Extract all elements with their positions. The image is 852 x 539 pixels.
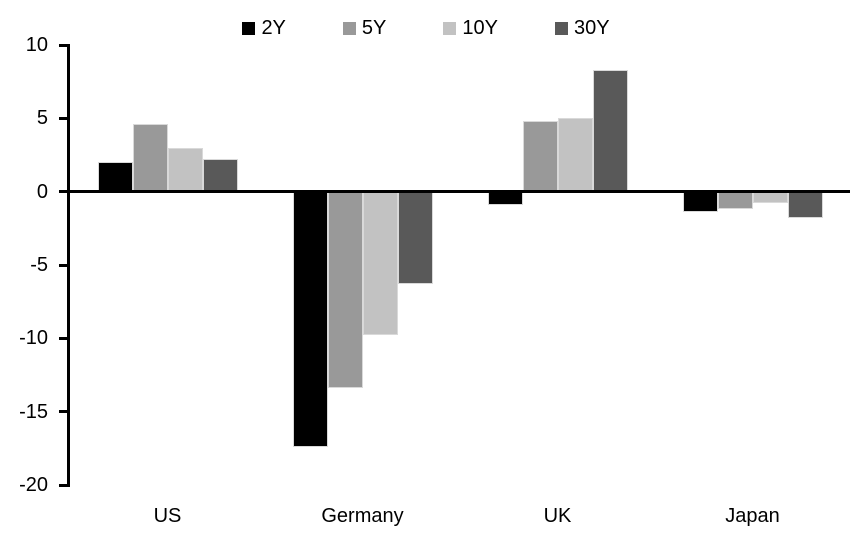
legend-item-5y: 5Y <box>342 17 387 39</box>
bar-us-5y <box>132 124 168 192</box>
bar-us-30y <box>202 159 238 192</box>
y-axis-spine <box>67 43 70 487</box>
bar-germany-10y <box>362 191 398 336</box>
legend-swatch-5y <box>342 21 356 35</box>
bar-us-2y <box>97 162 133 192</box>
y-tick-mark-5 <box>59 116 67 120</box>
y-tick-label-10: 10 <box>25 34 48 56</box>
y-tick-mark-neg5 <box>59 263 67 267</box>
bar-germany-2y <box>292 191 328 447</box>
legend-swatch-10y <box>443 21 457 35</box>
bar-germany-30y <box>397 191 433 285</box>
x-axis-label-germany: Germany <box>321 505 404 527</box>
bar-japan-5y <box>717 191 753 210</box>
x-axis-label-uk: UK <box>543 505 572 527</box>
bar-us-10y <box>167 147 203 192</box>
y-tick-label-0: 0 <box>36 180 48 203</box>
y-tick-label-5: 5 <box>36 107 48 130</box>
legend-swatch-30y <box>554 21 568 35</box>
x-axis-label-us: US <box>153 505 182 527</box>
y-tick-mark-10 <box>59 43 67 47</box>
legend-label-30y: 30Y <box>573 17 610 39</box>
legend-label-10y: 10Y <box>462 17 498 39</box>
legend-label-2y: 2Y <box>261 17 286 39</box>
bar-japan-30y <box>787 191 823 219</box>
legend-item-2y: 2Y <box>242 17 286 39</box>
chart-legend: 2Y 5Y 10Y 30Y <box>0 14 852 42</box>
x-axis-label-japan: Japan <box>725 505 780 527</box>
legend-item-30y: 30Y <box>554 17 610 39</box>
legend-swatch-2y <box>242 21 256 35</box>
zero-axis-line <box>67 190 850 194</box>
bar-japan-2y <box>682 191 718 213</box>
bar-uk-10y <box>557 118 593 192</box>
y-tick-mark-neg10 <box>59 336 67 340</box>
bar-germany-5y <box>327 191 363 389</box>
y-tick-label-neg10: -10 <box>19 327 48 350</box>
y-tick-mark-neg15 <box>59 410 67 414</box>
legend-label-5y: 5Y <box>361 17 387 39</box>
y-tick-mark-neg20 <box>59 483 67 487</box>
y-tick-label-neg15: -15 <box>19 400 48 423</box>
y-tick-label-neg5: -5 <box>30 254 48 276</box>
bar-uk-2y <box>487 191 523 205</box>
y-tick-mark-0 <box>59 190 67 194</box>
legend-item-10y: 10Y <box>443 18 498 38</box>
bar-uk-30y <box>592 69 628 192</box>
bar-japan-10y <box>752 191 788 204</box>
bar-uk-5y <box>522 121 558 192</box>
y-tick-label-neg20: -20 <box>19 474 48 496</box>
